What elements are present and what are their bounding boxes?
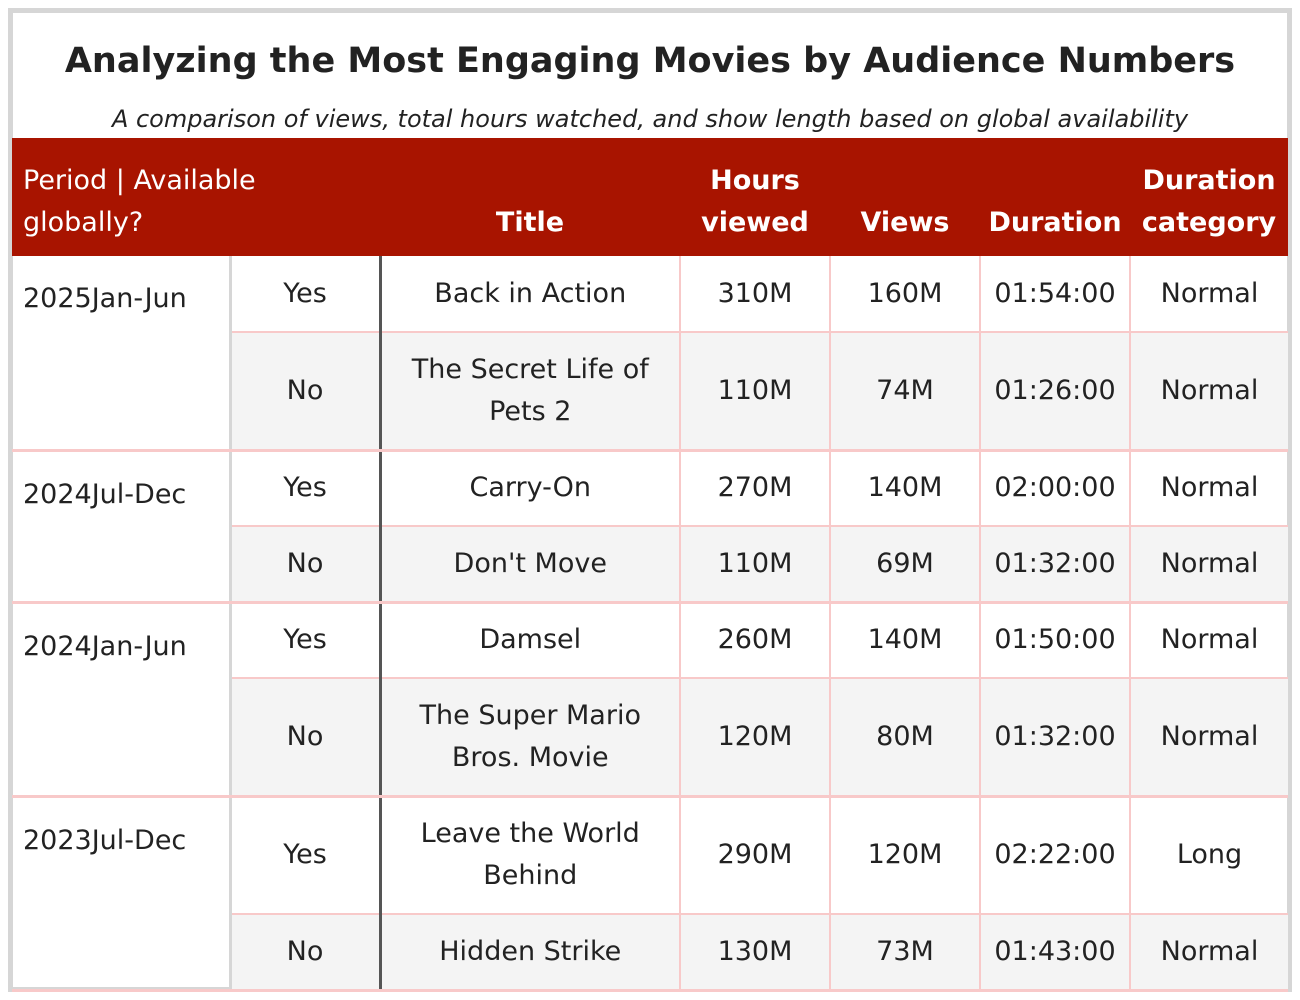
cell-hours-viewed: 260M [680,602,831,679]
table-subtitle: A comparison of views, total hours watch… [111,105,1189,133]
table-row: No Don't Move 110M 69M 01:32:00 Normal [12,526,1288,604]
cell-duration-category: Normal [1130,678,1288,798]
cell-available: Yes [230,602,382,679]
table-row: 2024Jul-Dec Yes Carry-On 270M 140M 02:00:00 No… [12,450,1288,604]
cell-available: No [230,332,382,452]
header-row: Period | Available globally? Title Hours… [12,138,1288,256]
cell-title: The Secret Life of Pets 2 [380,332,681,452]
cell-duration-category: Normal [1130,332,1288,452]
table-row: 2023Jul-Dec Yes Leave the World Behind 290M… [12,796,1288,992]
cell-hours-viewed: 290M [680,796,831,915]
cell-title: Hidden Strike [380,914,681,992]
header-duration: Duration [980,138,1130,256]
cell-views: 140M [830,602,981,679]
cell-period: 2024Jan-Jun [12,602,232,798]
table-row: No The Super Mario Bros. Movie 120M 80M 01:3… [12,678,1288,798]
table-row: 2025Jan-Jun Yes Back in Action 310M 160M 01:5… [12,256,1288,452]
cell-hours-viewed: 110M [680,526,831,604]
cell-duration: 01:50:00 [980,602,1131,679]
cell-duration-category: Normal [1130,450,1288,527]
cell-hours-viewed: 120M [680,678,831,798]
cell-duration: 02:22:00 [980,796,1131,915]
cell-available: No [230,526,382,604]
table-title: Analyzing the Most Engaging Movies by Au… [64,41,1236,81]
header-period-available: Period | Available globally? [12,138,380,256]
cell-title: Don't Move [380,526,681,604]
cell-duration: 02:00:00 [980,450,1131,527]
cell-title: Damsel [380,602,681,679]
header-duration-category: Duration category [1130,138,1288,256]
cell-hours-viewed: 310M [680,256,831,333]
cell-views: 74M [830,332,981,452]
cell-duration-category: Normal [1130,526,1288,604]
cell-hours-viewed: 130M [680,914,831,992]
cell-views: 140M [830,450,981,527]
cell-period: 2023Jul-Dec [12,796,232,992]
cell-available: Yes [230,256,382,333]
cell-period: 2024Jul-Dec [12,450,232,604]
cell-period: 2025Jan-Jun [12,256,232,452]
cell-hours-viewed: 270M [680,450,831,527]
table-row: 2024Jan-Jun Yes Damsel 260M 140M 01:50:00 Norm… [12,602,1288,798]
cell-views: 73M [830,914,981,992]
cell-available: No [230,678,382,798]
cell-title: Back in Action [380,256,681,333]
cell-available: No [230,914,382,992]
movies-table: Period | Available globally? Title Hours… [12,138,1288,992]
header-title: Title [380,138,680,256]
cell-views: 160M [830,256,981,333]
cell-duration-category: Normal [1130,256,1288,333]
cell-title: The Super Mario Bros. Movie [380,678,681,798]
cell-duration: 01:54:00 [980,256,1131,333]
header-hours-viewed: Hours viewed [680,138,830,256]
cell-views: 120M [830,796,981,915]
cell-views: 80M [830,678,981,798]
cell-duration-category: Normal [1130,602,1288,679]
table-row: No The Secret Life of Pets 2 110M 74M 01:26:… [12,332,1288,452]
cell-hours-viewed: 110M [680,332,831,452]
table-row: No Hidden Strike 130M 73M 01:43:00 Normal [12,914,1288,992]
cell-available: Yes [230,450,382,527]
cell-title: Carry-On [380,450,681,527]
cell-duration: 01:32:00 [980,678,1131,798]
cell-duration-category: Normal [1130,914,1288,992]
cell-title: Leave the World Behind [380,796,681,915]
cell-duration: 01:26:00 [980,332,1131,452]
header-views: Views [830,138,980,256]
cell-duration-category: Long [1130,796,1288,915]
cell-views: 69M [830,526,981,604]
cell-duration: 01:32:00 [980,526,1131,604]
cell-duration: 01:43:00 [980,914,1131,992]
cell-available: Yes [230,796,382,915]
